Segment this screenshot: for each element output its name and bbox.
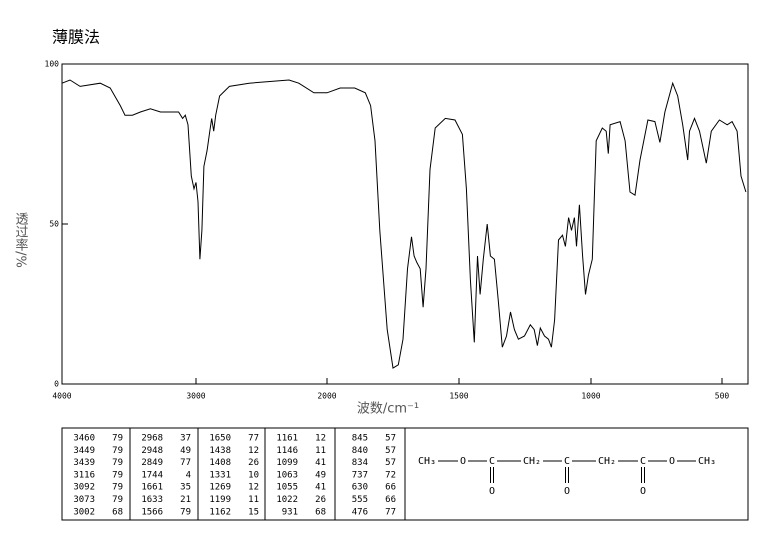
intensity-cell: 41 xyxy=(315,458,326,468)
y-axis-label: 透过率/% xyxy=(13,212,29,268)
intensity-cell: 21 xyxy=(180,495,191,505)
wavenumber-cell: 3073 xyxy=(73,495,95,505)
wavenumber-cell: 3002 xyxy=(73,507,95,517)
wavenumber-cell: 931 xyxy=(282,507,298,517)
atom-label: O xyxy=(460,456,466,467)
wavenumber-cell: 3116 xyxy=(73,470,95,480)
intensity-cell: 66 xyxy=(385,495,396,505)
intensity-cell: 79 xyxy=(112,495,123,505)
wavenumber-cell: 834 xyxy=(352,458,368,468)
wavenumber-cell: 1566 xyxy=(141,507,163,517)
wavenumber-cell: 1269 xyxy=(209,483,231,493)
x-tick-label: 3000 xyxy=(186,392,205,401)
x-tick-label: 2000 xyxy=(317,392,336,401)
wavenumber-cell: 3439 xyxy=(73,458,95,468)
intensity-cell: 57 xyxy=(385,446,396,456)
atom-label: C xyxy=(564,456,570,467)
intensity-cell: 57 xyxy=(385,458,396,468)
intensity-cell: 12 xyxy=(315,434,326,444)
atom-label: CH₂ xyxy=(598,456,616,467)
spectrum-line xyxy=(61,79,747,369)
wavenumber-cell: 840 xyxy=(352,446,368,456)
x-tick-label: 4000 xyxy=(52,392,71,401)
wavenumber-cell: 1331 xyxy=(209,470,231,480)
intensity-cell: 12 xyxy=(248,446,259,456)
wavenumber-cell: 1099 xyxy=(276,458,298,468)
atom-label: O xyxy=(669,456,675,467)
carbonyl-oxygen: O xyxy=(640,486,646,497)
atom-label: CH₃ xyxy=(418,456,436,467)
wavenumber-cell: 555 xyxy=(352,495,368,505)
intensity-cell: 26 xyxy=(315,495,326,505)
intensity-cell: 66 xyxy=(385,483,396,493)
x-tick-label: 500 xyxy=(715,392,730,401)
y-tick-label: 100 xyxy=(45,60,60,69)
y-tick-label: 50 xyxy=(49,220,59,229)
wavenumber-cell: 845 xyxy=(352,434,368,444)
wavenumber-cell: 630 xyxy=(352,483,368,493)
intensity-cell: 68 xyxy=(315,507,326,517)
wavenumber-cell: 1744 xyxy=(141,470,163,480)
intensity-cell: 49 xyxy=(315,470,326,480)
wavenumber-cell: 1022 xyxy=(276,495,298,505)
wavenumber-cell: 476 xyxy=(352,507,368,517)
intensity-cell: 11 xyxy=(248,495,259,505)
intensity-cell: 4 xyxy=(186,470,191,480)
x-axis-label: 波数/cm⁻¹ xyxy=(357,402,419,417)
atom-label: C xyxy=(489,456,495,467)
wavenumber-cell: 2849 xyxy=(141,458,163,468)
wavenumber-cell: 3092 xyxy=(73,483,95,493)
intensity-cell: 49 xyxy=(180,446,191,456)
intensity-cell: 79 xyxy=(112,446,123,456)
intensity-cell: 77 xyxy=(248,434,259,444)
wavenumber-cell: 3460 xyxy=(73,434,95,444)
wavenumber-cell: 2968 xyxy=(141,434,163,444)
intensity-cell: 26 xyxy=(248,458,259,468)
wavenumber-cell: 1408 xyxy=(209,458,231,468)
intensity-cell: 10 xyxy=(248,470,259,480)
wavenumber-cell: 1438 xyxy=(209,446,231,456)
intensity-cell: 57 xyxy=(385,434,396,444)
wavenumber-cell: 1162 xyxy=(209,507,231,517)
carbonyl-oxygen: O xyxy=(564,486,570,497)
x-tick-label: 1000 xyxy=(581,392,600,401)
atom-label: CH₂ xyxy=(523,456,541,467)
intensity-cell: 79 xyxy=(112,458,123,468)
intensity-cell: 35 xyxy=(180,483,191,493)
intensity-cell: 15 xyxy=(248,507,259,517)
wavenumber-cell: 1661 xyxy=(141,483,163,493)
intensity-cell: 37 xyxy=(180,434,191,444)
wavenumber-cell: 1161 xyxy=(276,434,298,444)
wavenumber-cell: 3449 xyxy=(73,446,95,456)
intensity-cell: 68 xyxy=(112,507,123,517)
intensity-cell: 11 xyxy=(315,446,326,456)
intensity-cell: 72 xyxy=(385,470,396,480)
intensity-cell: 41 xyxy=(315,483,326,493)
wavenumber-cell: 1199 xyxy=(209,495,231,505)
wavenumber-cell: 1063 xyxy=(276,470,298,480)
carbonyl-oxygen: O xyxy=(489,486,495,497)
chart-title: 薄膜法 xyxy=(52,28,100,47)
atom-label: C xyxy=(640,456,646,467)
wavenumber-cell: 1055 xyxy=(276,483,298,493)
wavenumber-cell: 1650 xyxy=(209,434,231,444)
atom-label: CH₃ xyxy=(698,456,716,467)
y-tick-label: 0 xyxy=(54,380,59,389)
intensity-cell: 79 xyxy=(112,470,123,480)
intensity-cell: 79 xyxy=(112,483,123,493)
intensity-cell: 79 xyxy=(112,434,123,444)
wavenumber-cell: 1633 xyxy=(141,495,163,505)
intensity-cell: 79 xyxy=(180,507,191,517)
wavenumber-cell: 1146 xyxy=(276,446,298,456)
intensity-cell: 77 xyxy=(180,458,191,468)
x-tick-label: 1500 xyxy=(449,392,468,401)
wavenumber-cell: 2948 xyxy=(141,446,163,456)
wavenumber-cell: 737 xyxy=(352,470,368,480)
intensity-cell: 12 xyxy=(248,483,259,493)
intensity-cell: 77 xyxy=(385,507,396,517)
